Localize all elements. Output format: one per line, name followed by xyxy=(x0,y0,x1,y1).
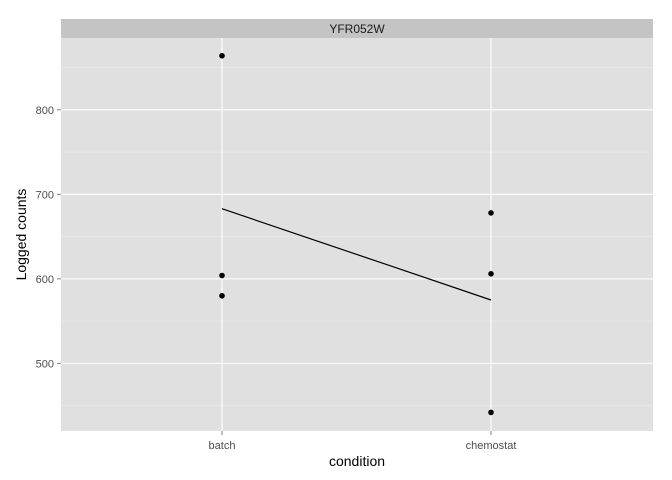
y-axis: 500 600 700 800 xyxy=(36,105,61,370)
facet-strip xyxy=(61,19,653,38)
facet-label: YFR052W xyxy=(329,22,385,36)
data-point xyxy=(488,271,494,277)
x-tick-label: batch xyxy=(209,440,236,452)
x-axis: batch chemostat xyxy=(209,431,517,452)
major-grid xyxy=(61,38,653,431)
minor-grid xyxy=(61,67,653,406)
data-point xyxy=(488,210,494,216)
y-tick-label: 700 xyxy=(36,189,54,201)
mean-line-series xyxy=(221,208,492,301)
y-tick-label: 600 xyxy=(36,274,54,286)
mean-line xyxy=(221,208,492,301)
data-point xyxy=(219,292,225,299)
plot-panel xyxy=(61,38,653,431)
y-axis-title: Logged counts xyxy=(13,189,29,281)
x-tick-label: chemostat xyxy=(466,440,517,452)
data-point xyxy=(488,409,494,416)
y-tick-label: 500 xyxy=(36,358,54,370)
data-points xyxy=(219,52,494,416)
data-point xyxy=(219,52,225,59)
data-point xyxy=(219,272,225,279)
x-axis-title: condition xyxy=(329,453,385,469)
y-tick-label: 800 xyxy=(36,105,54,117)
